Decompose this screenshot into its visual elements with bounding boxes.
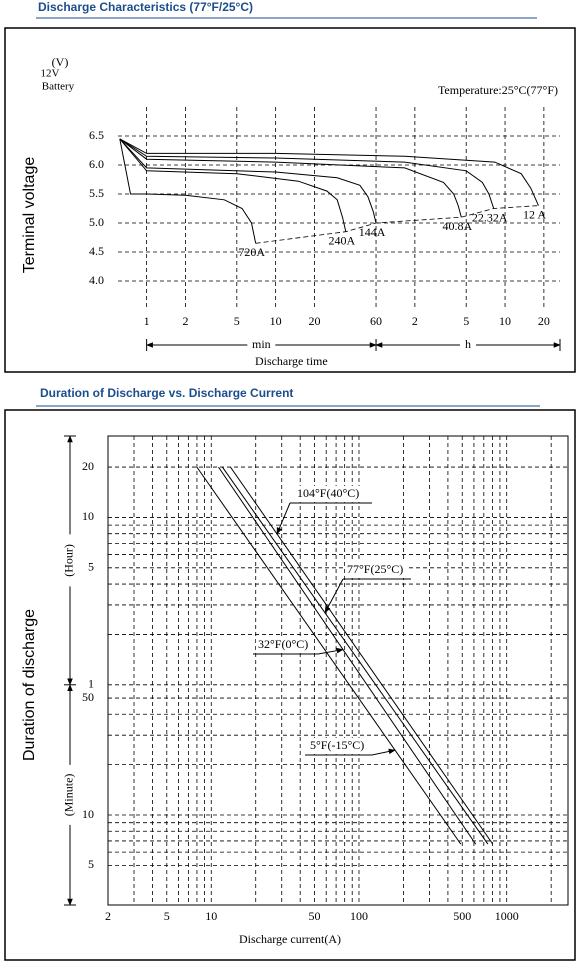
annotation: h (465, 337, 471, 351)
annotation: (Hour) (62, 544, 76, 577)
series-line (119, 138, 495, 209)
annotation: min (252, 337, 271, 351)
series-line (119, 138, 347, 232)
leader-arrow (317, 647, 344, 655)
y-tick-label: 10 (82, 807, 94, 821)
series-line (221, 466, 489, 845)
leader-arrow (324, 578, 344, 614)
x-axis-title: Discharge time (255, 354, 328, 368)
series-label: 77°F(25°C) (347, 562, 403, 576)
series-label: 12 A (523, 207, 546, 221)
series-line (119, 138, 462, 218)
y-tick-label: 5 (88, 857, 94, 871)
series-label: 5°F(-15°C) (310, 738, 364, 752)
x-tick-label: 10 (270, 314, 282, 328)
annotation: 12V (41, 68, 60, 80)
series-line (119, 138, 377, 224)
series-line (218, 466, 477, 845)
y-axis-title: Duration of discharge (21, 609, 38, 761)
y-tick-label: 5 (88, 560, 94, 574)
series-label: 22.32A (472, 210, 508, 224)
label-bg (345, 562, 407, 578)
annotation: (Minute) (62, 774, 76, 817)
series-label: 240A (328, 233, 355, 247)
y-tick-label: 4.0 (89, 273, 104, 287)
x-tick-label: 10 (499, 314, 511, 328)
leader-arrow (276, 502, 291, 535)
x-tick-label: 2 (412, 314, 418, 328)
x-tick-label: 5 (164, 909, 170, 923)
panel-2 (4, 409, 576, 961)
y-tick-label: 50 (82, 690, 94, 704)
y-tick-label: 5.0 (89, 215, 104, 229)
x-tick-label: 5 (463, 314, 469, 328)
x-tick-label: 1000 (495, 909, 519, 923)
series-label: 104°F(40°C) (297, 486, 359, 500)
label-bg (308, 738, 368, 754)
x-tick-label: 100 (350, 909, 368, 923)
label-bg (247, 337, 276, 353)
series-label: 40.8A (442, 219, 472, 233)
annotation: Battery (42, 81, 75, 93)
x-tick-label: 500 (453, 909, 471, 923)
series-line (230, 466, 494, 845)
series-line (119, 138, 257, 244)
y-tick-label: 5.5 (89, 186, 104, 200)
x-tick-label: 5 (234, 314, 240, 328)
leader-arrow (371, 748, 396, 756)
series-label: 144A (359, 225, 386, 239)
y-tick-label: 4.5 (89, 244, 104, 258)
annotation: (V) (52, 55, 69, 69)
series-line (119, 138, 539, 206)
label-bg (256, 637, 314, 653)
plot-border (107, 435, 569, 906)
series-label: 720A (238, 245, 265, 259)
x-tick-label: 1 (144, 314, 150, 328)
label-bg (295, 486, 368, 502)
y-axis-title: Terminal voltage (21, 157, 38, 274)
header-1: Discharge Characteristics (77°F/25°C) (38, 0, 253, 14)
x-tick-label: 2 (182, 314, 188, 328)
y-tick-label: 1 (88, 677, 94, 691)
x-axis-title: Discharge current(A) (239, 932, 341, 946)
annotation: Temperature:25°C(77°F) (438, 83, 558, 97)
series-label: 32°F(0°C) (258, 637, 308, 651)
y-tick-label: 6.0 (89, 157, 104, 171)
end-voltage-line (255, 205, 539, 244)
label-bg (62, 534, 78, 587)
y-tick-label: 6.5 (89, 128, 104, 142)
header-2: Duration of Discharge vs. Discharge Curr… (40, 386, 293, 400)
x-tick-label: 20 (308, 314, 320, 328)
x-tick-label: 60 (370, 314, 382, 328)
label-bg (460, 337, 477, 353)
x-tick-label: 10 (205, 909, 217, 923)
panel-1 (4, 27, 576, 373)
y-tick-label: 10 (82, 509, 94, 523)
series-line (196, 466, 462, 845)
x-tick-label: 2 (105, 909, 111, 923)
label-bg (62, 764, 78, 825)
x-tick-label: 20 (538, 314, 550, 328)
y-tick-label: 20 (82, 459, 94, 473)
x-tick-label: 50 (309, 909, 321, 923)
